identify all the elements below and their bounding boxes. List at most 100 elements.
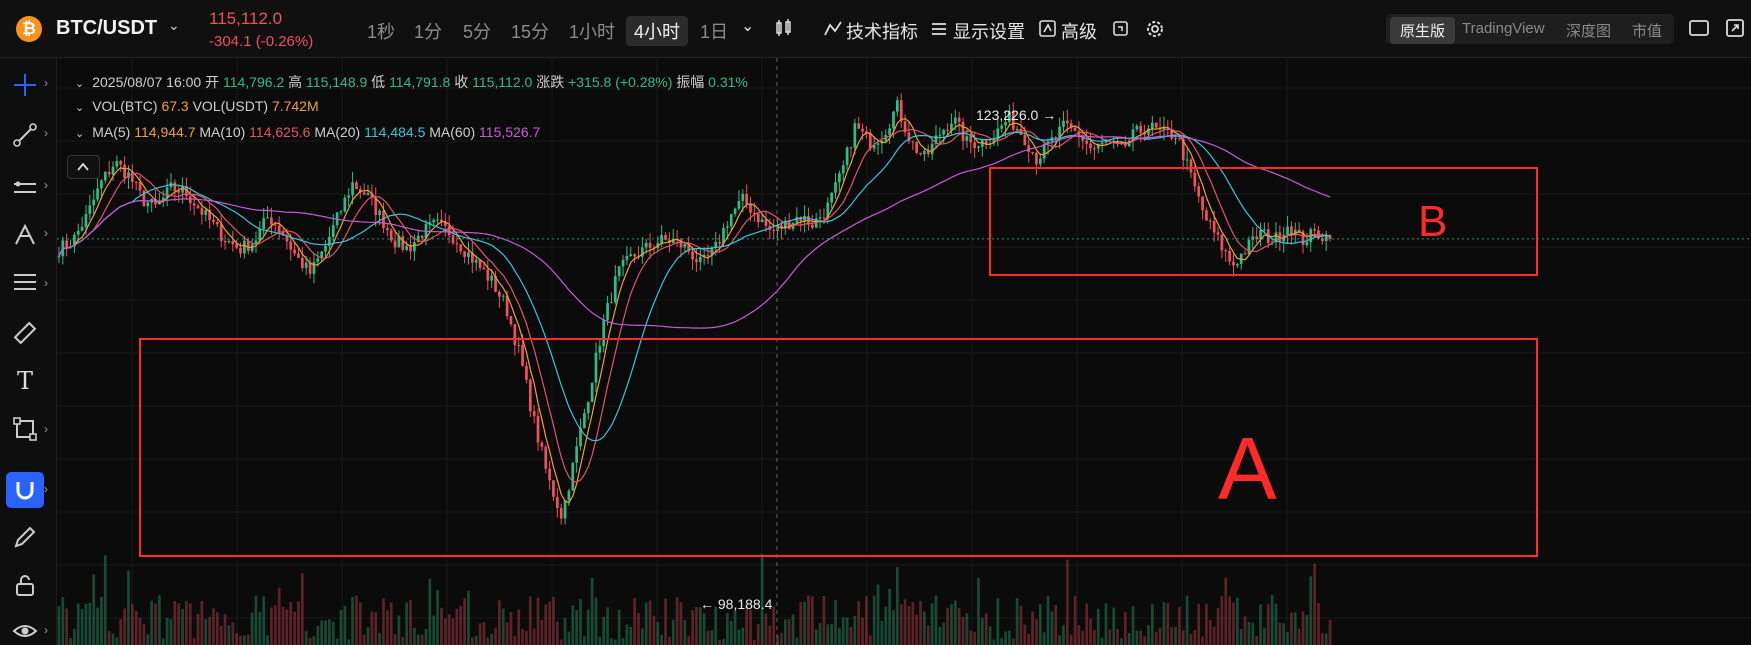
chevron-right-icon[interactable]: › xyxy=(44,276,48,290)
volume-bar xyxy=(223,614,227,645)
view-mode-native[interactable]: 原生版 xyxy=(1390,17,1456,44)
candle xyxy=(857,123,861,129)
candle xyxy=(1235,263,1239,266)
advanced-icon[interactable] xyxy=(1038,19,1058,39)
open-label: 开 xyxy=(205,74,220,90)
volume-bar xyxy=(138,617,142,645)
volume-bar xyxy=(544,604,548,645)
candle xyxy=(215,221,219,225)
volume-bar xyxy=(822,596,826,645)
volume-bar xyxy=(629,626,633,645)
pair-selector[interactable]: BTC/USDT xyxy=(56,17,158,39)
chevron-down-icon[interactable]: ⌄ xyxy=(168,17,180,33)
trend-line-icon[interactable] xyxy=(12,122,38,148)
pitchfork-icon[interactable] xyxy=(12,222,38,248)
close-label: 收 xyxy=(454,74,469,90)
window-layout-icon[interactable] xyxy=(1689,19,1709,37)
display-settings-button[interactable]: 显示设置 xyxy=(953,22,1025,42)
volume-bar xyxy=(351,597,354,645)
volume-bar xyxy=(320,620,324,645)
chevron-down-icon[interactable]: ⌄ xyxy=(75,78,85,90)
candle xyxy=(92,199,96,206)
candle xyxy=(146,202,150,207)
candle xyxy=(803,215,806,222)
eye-icon[interactable] xyxy=(12,618,38,644)
candle xyxy=(154,198,157,205)
timeframe-1m[interactable]: 1分 xyxy=(414,22,443,42)
high-value: 115,148.9 xyxy=(306,74,368,90)
chevron-right-icon[interactable]: › xyxy=(44,623,48,637)
candle xyxy=(838,173,841,183)
indicators-button[interactable]: 技术指标 xyxy=(846,22,918,42)
volume-bar xyxy=(710,630,714,645)
shape-tool-icon[interactable] xyxy=(12,416,38,442)
volume-bar xyxy=(776,635,779,645)
candle xyxy=(1154,122,1158,128)
vol-btc-value: 67.3 xyxy=(161,98,189,114)
timeframe-5m[interactable]: 5分 xyxy=(463,22,492,42)
pencil-icon[interactable] xyxy=(12,524,38,550)
timeframe-1d[interactable]: 1日 xyxy=(700,22,729,42)
display-settings-icon[interactable] xyxy=(930,20,948,38)
candle xyxy=(733,208,737,215)
timeframe-more-icon[interactable]: ⌄ xyxy=(741,18,755,35)
volume-bar xyxy=(1081,630,1085,645)
range-box-a[interactable] xyxy=(139,338,1538,557)
volume-bar xyxy=(1197,603,1201,645)
volume-bar xyxy=(1096,608,1100,645)
advanced-button[interactable]: 高级 xyxy=(1061,22,1097,42)
candle xyxy=(930,143,934,155)
volume-bar xyxy=(262,596,266,645)
timeframe-4h[interactable]: 4小时 xyxy=(626,16,689,46)
legend-collapse-button[interactable] xyxy=(67,155,100,179)
price-line-icon[interactable] xyxy=(12,172,38,198)
ruler-icon[interactable] xyxy=(12,320,38,346)
settings-gear-icon[interactable] xyxy=(1144,18,1166,40)
chevron-right-icon[interactable]: › xyxy=(44,226,48,240)
candle xyxy=(911,141,915,143)
timeframe-1s[interactable]: 1秒 xyxy=(367,22,396,42)
candle xyxy=(895,100,899,112)
timeframe-15m[interactable]: 15分 xyxy=(511,22,550,42)
range-box-b[interactable] xyxy=(989,167,1538,276)
crosshair-icon[interactable] xyxy=(12,72,38,98)
candle xyxy=(532,411,536,417)
candle xyxy=(965,136,969,141)
candle xyxy=(223,240,227,243)
candle xyxy=(1096,144,1100,149)
candle-type-icon[interactable] xyxy=(774,18,794,38)
volume-bar xyxy=(208,616,211,645)
volume-bar xyxy=(227,624,231,645)
volume-bar xyxy=(980,617,984,645)
view-mode-marketcap[interactable]: 市值 xyxy=(1632,23,1663,40)
chevron-right-icon[interactable]: › xyxy=(44,126,48,140)
chevron-right-icon[interactable]: › xyxy=(44,178,48,192)
candlestick-chart[interactable] xyxy=(57,58,1751,645)
chevron-down-icon[interactable]: ⌄ xyxy=(75,128,85,140)
volume-bar xyxy=(273,605,277,645)
candle xyxy=(239,247,242,254)
volume-bar xyxy=(1031,611,1034,645)
view-mode-depth[interactable]: 深度图 xyxy=(1566,23,1612,40)
indicators-icon[interactable] xyxy=(823,19,843,39)
candle xyxy=(517,344,521,346)
chevron-down-icon[interactable]: ⌄ xyxy=(75,102,85,114)
lock-icon[interactable] xyxy=(12,572,38,598)
magnet-tool-button[interactable] xyxy=(6,472,44,508)
chevron-right-icon[interactable]: › xyxy=(44,76,48,90)
text-tool-icon[interactable]: T xyxy=(16,367,33,395)
candle xyxy=(729,214,733,227)
candle xyxy=(575,446,579,463)
view-mode-tradingview[interactable]: TradingView xyxy=(1462,20,1545,37)
volume-bar xyxy=(749,609,752,645)
replay-icon[interactable] xyxy=(1111,19,1131,39)
volume-bar xyxy=(455,608,459,645)
fibonacci-icon[interactable] xyxy=(12,270,38,296)
volume-bar xyxy=(355,595,358,645)
timeframe-1h[interactable]: 1小时 xyxy=(569,22,616,42)
candle xyxy=(621,259,625,267)
candle xyxy=(1065,120,1069,124)
chevron-right-icon[interactable]: › xyxy=(44,482,48,496)
fullscreen-icon[interactable] xyxy=(1725,18,1745,38)
chevron-right-icon[interactable]: › xyxy=(44,422,48,436)
